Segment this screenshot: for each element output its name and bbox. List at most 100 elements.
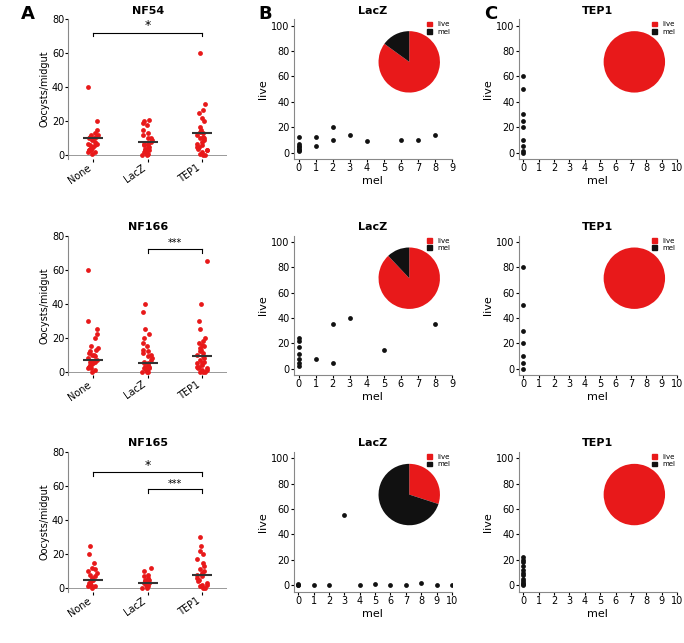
Y-axis label: live: live [484, 512, 493, 532]
Point [199, 341, 210, 352]
Point [137, 150, 148, 161]
Point [196, 140, 207, 150]
Y-axis label: live: live [484, 79, 493, 99]
Point [87, 583, 98, 593]
X-axis label: mel: mel [588, 608, 608, 619]
Legend: live, mel: live, mel [652, 238, 675, 251]
Point [138, 332, 149, 343]
Point [142, 367, 153, 377]
Point [146, 135, 157, 145]
Point [84, 360, 95, 370]
Title: NF165: NF165 [128, 439, 168, 448]
Y-axis label: Oocysts/midgut: Oocysts/midgut [39, 484, 49, 560]
Point [198, 348, 209, 358]
Point [86, 130, 96, 140]
Point [518, 325, 529, 336]
Text: ***: *** [168, 239, 182, 248]
Point [518, 577, 529, 588]
Point [137, 338, 148, 348]
Point [430, 130, 440, 140]
Point [518, 134, 529, 145]
Point [194, 367, 205, 377]
Point [400, 580, 411, 590]
Point [199, 353, 210, 363]
Point [137, 118, 148, 128]
Point [198, 356, 209, 367]
Point [197, 365, 208, 376]
Point [138, 358, 149, 368]
Point [92, 343, 103, 353]
Point [87, 149, 98, 159]
Point [140, 324, 150, 334]
Point [198, 135, 209, 145]
Point [193, 576, 204, 586]
Point [84, 356, 95, 367]
X-axis label: mel: mel [588, 176, 608, 186]
Legend: live, mel: live, mel [652, 454, 675, 467]
Point [83, 264, 94, 275]
Point [142, 358, 153, 368]
Point [142, 150, 153, 161]
Point [518, 576, 529, 586]
Point [83, 133, 94, 143]
Point [143, 329, 154, 340]
Point [142, 341, 153, 352]
Point [518, 122, 529, 132]
Point [139, 147, 150, 157]
Point [137, 348, 148, 358]
Point [87, 573, 98, 583]
Point [137, 125, 148, 135]
Point [194, 545, 205, 556]
Point [146, 133, 157, 143]
Point [88, 358, 99, 368]
Point [196, 340, 207, 350]
Point [144, 142, 155, 152]
Point [339, 511, 350, 521]
Point [140, 365, 151, 376]
Point [92, 355, 103, 365]
Point [194, 316, 205, 326]
Title: LacZ: LacZ [358, 439, 387, 448]
Point [192, 130, 202, 140]
Point [90, 565, 101, 575]
Point [90, 147, 101, 157]
Point [308, 580, 319, 590]
Point [196, 360, 207, 370]
Point [197, 579, 208, 590]
Point [142, 570, 153, 580]
Point [87, 350, 98, 360]
Point [196, 358, 207, 368]
Point [84, 140, 95, 150]
Point [84, 570, 95, 580]
Point [140, 574, 150, 584]
Point [447, 580, 458, 590]
Point [86, 341, 96, 352]
Point [518, 579, 529, 589]
Legend: live, mel: live, mel [427, 454, 450, 467]
Point [146, 353, 157, 363]
Point [361, 136, 372, 146]
Point [86, 358, 97, 368]
Point [90, 332, 101, 343]
Point [90, 137, 101, 147]
Point [82, 138, 93, 149]
Title: LacZ: LacZ [358, 6, 387, 15]
X-axis label: mel: mel [363, 176, 383, 186]
Point [144, 578, 155, 588]
Y-axis label: Oocysts/midgut: Oocysts/midgut [39, 267, 49, 344]
Point [385, 580, 396, 590]
Point [196, 298, 207, 309]
Point [354, 580, 365, 590]
Point [143, 114, 154, 125]
Point [139, 138, 150, 149]
Point [92, 568, 103, 578]
Point [198, 128, 209, 138]
Point [196, 125, 207, 135]
Point [86, 142, 97, 152]
Point [518, 338, 529, 349]
Point [518, 570, 529, 580]
Point [293, 141, 304, 151]
Point [142, 351, 153, 361]
Point [327, 122, 338, 132]
Point [200, 332, 211, 343]
